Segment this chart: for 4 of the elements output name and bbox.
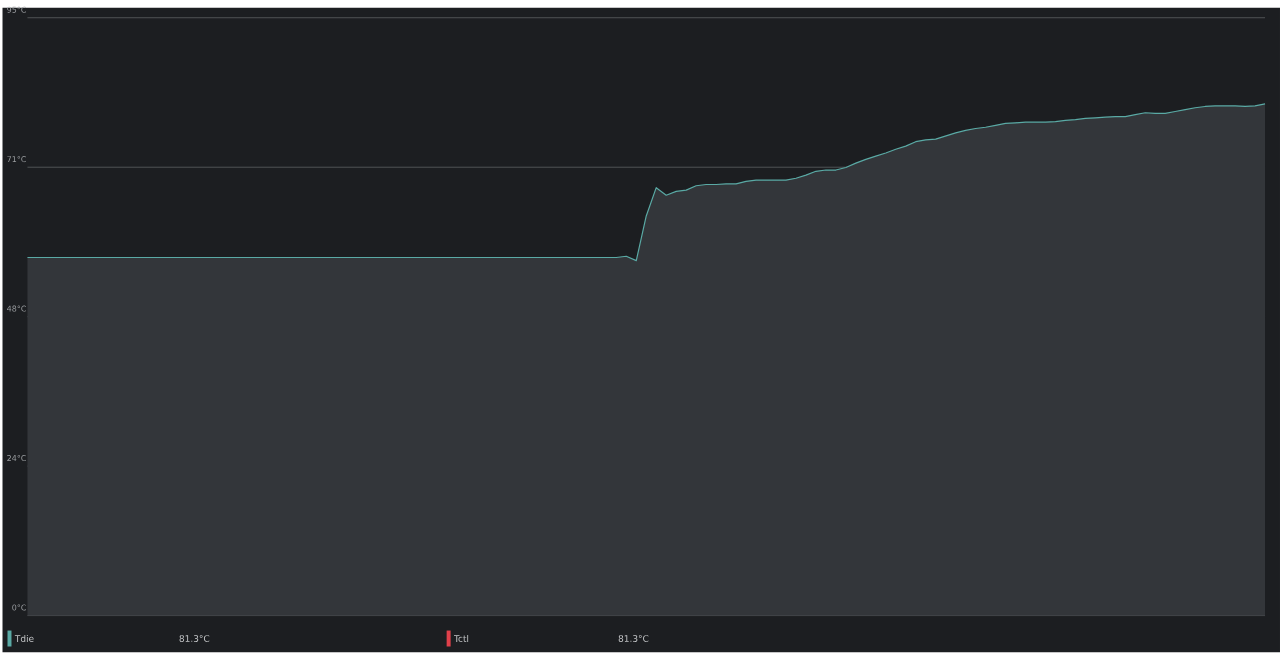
legend-label: Tdie — [14, 635, 34, 643]
text: 81.3°C — [179, 635, 210, 643]
text: 81.3°C — [618, 635, 649, 643]
legend-label: Tctl — [453, 635, 469, 643]
